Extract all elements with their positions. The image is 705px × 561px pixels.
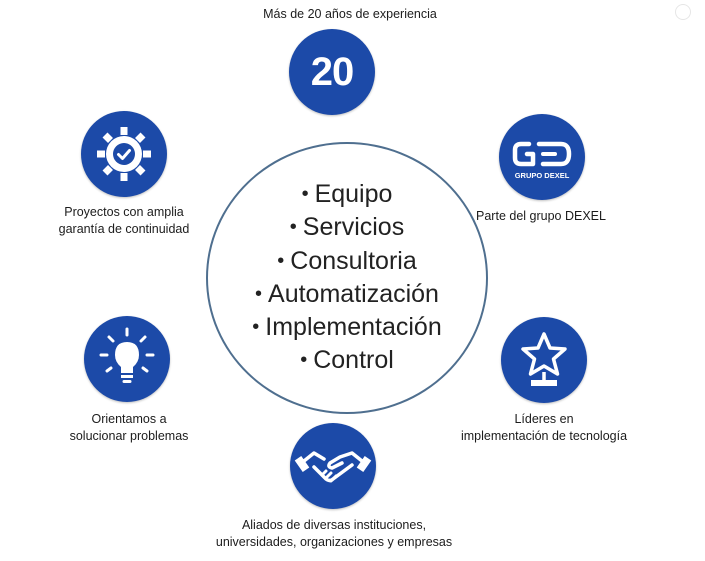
- projects-label: Proyectos con amplia garantía de continu…: [58, 205, 190, 236]
- service-item: • Equipo: [301, 180, 393, 208]
- leaders-label: Líderes en implementación de tecnología: [460, 412, 628, 443]
- lightbulb-icon: [84, 316, 170, 402]
- bullet: •: [301, 183, 309, 205]
- service-item: • Control: [300, 346, 394, 375]
- badge-number: 20: [311, 50, 354, 94]
- services-list: • Equipo • Servicios • Consultoria • Automat…: [206, 178, 488, 378]
- handshake-icon: [290, 423, 376, 509]
- bullet: •: [255, 282, 263, 305]
- center-circle: [206, 142, 488, 414]
- group-label: Parte del grupo DEXEL: [476, 209, 606, 223]
- allies-label: Aliados de diversas instituciones, unive…: [215, 518, 453, 549]
- grupo-dexel-logo: GRUPO DEXEL: [499, 114, 585, 200]
- logo-text: GRUPO DEXEL: [515, 171, 570, 180]
- service-item: • Servicios: [289, 213, 405, 242]
- solve-label: Orientamos a solucionar problemas: [69, 412, 189, 443]
- bullet: •: [300, 349, 308, 372]
- service-item: • Implementación: [252, 313, 442, 342]
- gear-check-icon: [81, 111, 167, 197]
- number-20-icon: 20: [289, 29, 375, 115]
- service-item: • Consultoria: [277, 246, 417, 275]
- corner-circle-icon: [675, 4, 691, 20]
- service-item: • Automatización: [255, 279, 439, 308]
- bullet: •: [252, 316, 260, 339]
- bullet: •: [289, 216, 297, 239]
- bullet: •: [277, 249, 285, 272]
- star-trophy-icon: [501, 317, 587, 403]
- experience-label: Más de 20 años de experiencia: [263, 7, 437, 21]
